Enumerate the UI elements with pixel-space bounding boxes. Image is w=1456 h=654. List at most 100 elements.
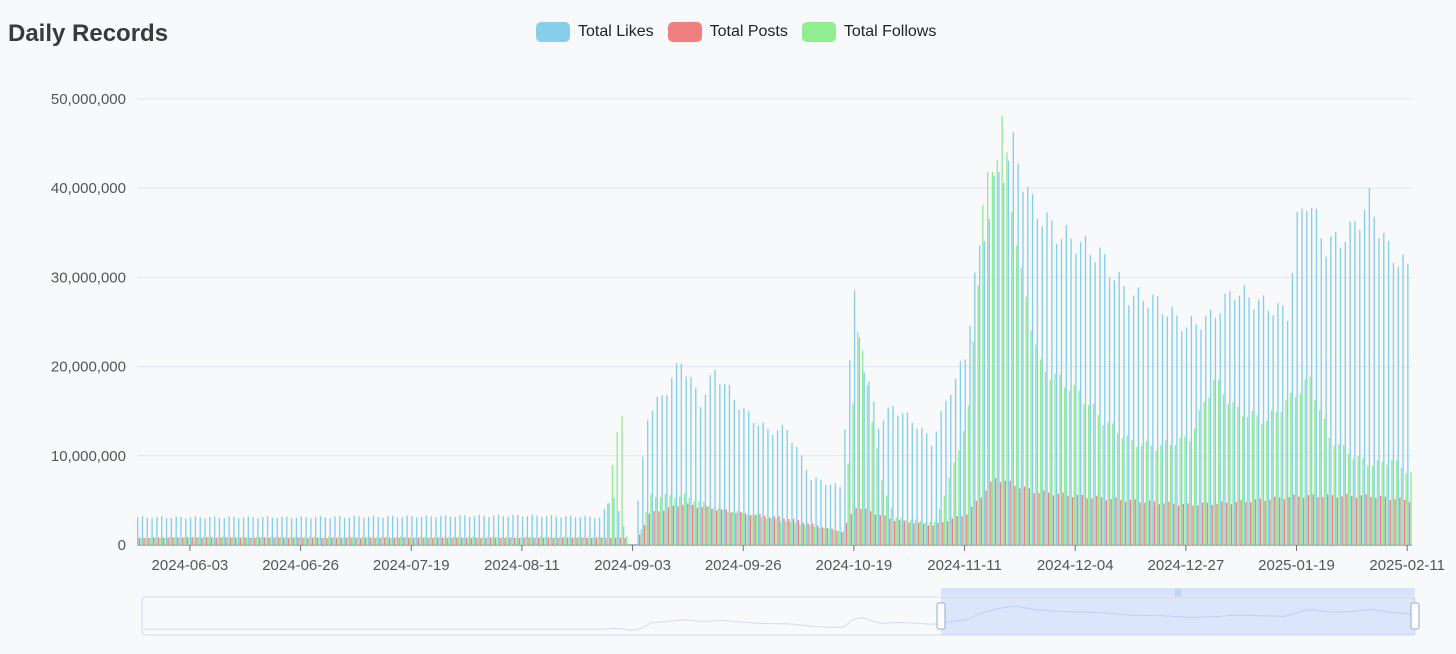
bar-follows (847, 463, 849, 545)
bar-posts (138, 537, 140, 545)
bar-follows (1145, 441, 1148, 545)
bar-follows (712, 508, 715, 545)
zoom-handle-right[interactable] (1410, 602, 1420, 630)
bar-posts (571, 538, 573, 545)
bar-posts (504, 538, 506, 545)
bar-posts (788, 519, 790, 545)
bar-likes (1065, 225, 1067, 545)
bar-follows (1376, 460, 1379, 545)
bar-follows (568, 537, 570, 545)
bar-posts (1394, 499, 1396, 545)
bar-posts (234, 537, 237, 545)
bar-posts (244, 537, 246, 545)
bar-follows (1121, 438, 1124, 545)
bar-posts (1375, 497, 1377, 545)
bar-likes (844, 429, 846, 545)
bar-likes (1132, 295, 1135, 545)
bar-likes (209, 516, 211, 545)
bar-follows (332, 536, 335, 545)
bar-follows (549, 537, 551, 545)
bar-follows (351, 537, 354, 545)
bar-follows (1068, 390, 1071, 545)
bar-likes (1147, 307, 1149, 545)
bar-posts (720, 509, 723, 545)
data-zoom-slider[interactable]: ||| (141, 588, 1420, 636)
bar-follows (1323, 418, 1326, 545)
bar-follows (823, 528, 825, 545)
bar-likes (1229, 291, 1231, 545)
bar-follows (1198, 409, 1201, 545)
bar-posts (518, 538, 521, 545)
bar-follows (910, 520, 912, 545)
legend-item-posts[interactable]: Total Posts (667, 22, 788, 42)
x-tick-label: 2024-06-26 (262, 557, 339, 574)
bar-follows (356, 537, 359, 545)
bar-follows (756, 514, 758, 545)
bar-posts (268, 537, 270, 545)
bar-follows (274, 536, 277, 545)
bar-likes (719, 384, 721, 545)
bar-likes (868, 381, 870, 545)
bar-posts (1004, 480, 1006, 545)
bar-posts (1254, 499, 1257, 545)
bar-posts (927, 525, 930, 545)
bar-follows (842, 531, 845, 545)
bar-posts (1009, 480, 1011, 545)
legend-item-likes[interactable]: Total Likes (536, 22, 654, 42)
bar-follows (962, 430, 965, 545)
bar-likes (1243, 285, 1245, 545)
bar-follows (1362, 458, 1364, 545)
bar-posts (913, 523, 915, 545)
bar-follows (1184, 436, 1186, 545)
bar-follows (462, 537, 464, 545)
bar-posts (1341, 496, 1343, 545)
bar-posts (797, 520, 800, 545)
zoom-selection[interactable] (941, 597, 1415, 635)
bar-follows (207, 536, 209, 545)
bar-posts (985, 490, 987, 545)
bar-posts (542, 537, 545, 545)
x-tick-label: 2024-11-11 (927, 557, 1002, 574)
bars (137, 115, 1412, 546)
bar-follows (876, 448, 878, 545)
bar-likes (983, 241, 986, 546)
bar-follows (452, 536, 455, 545)
bar-posts (1187, 503, 1189, 545)
bar-follows (1140, 445, 1143, 545)
bar-likes (728, 385, 731, 545)
bar-follows (284, 537, 286, 545)
bar-posts (355, 537, 357, 545)
bar-posts (1144, 502, 1146, 545)
bar-likes (1407, 263, 1409, 545)
bar-posts (1370, 497, 1372, 545)
bar-likes (1123, 286, 1125, 545)
zoom-handle-left[interactable] (936, 602, 946, 630)
bar-posts (1403, 499, 1406, 545)
bar-posts (1192, 505, 1194, 545)
bar-follows (169, 537, 171, 545)
zoom-overview-line (142, 605, 1411, 631)
bar-follows (751, 514, 753, 545)
bar-likes (1157, 296, 1159, 545)
bar-likes (1310, 207, 1313, 545)
bar-follows (1367, 465, 1369, 545)
bar-likes (574, 517, 577, 545)
legend-item-follows[interactable]: Total Follows (801, 22, 936, 42)
bar-posts (1317, 497, 1319, 545)
bar-posts (475, 537, 477, 545)
bar-posts (1052, 495, 1055, 545)
bar-follows (250, 537, 253, 545)
bar-posts (287, 538, 290, 545)
x-tick-label: 2024-10-19 (816, 557, 893, 574)
bar-posts (230, 537, 232, 545)
bar-posts (1110, 498, 1112, 545)
bar-posts (1269, 499, 1271, 545)
bar-posts (595, 537, 598, 545)
bar-posts (1331, 495, 1334, 545)
bar-posts (436, 537, 439, 545)
bar-posts (480, 537, 482, 545)
bar-likes (358, 516, 360, 545)
bar-likes (1291, 272, 1294, 545)
bar-posts (672, 505, 675, 545)
